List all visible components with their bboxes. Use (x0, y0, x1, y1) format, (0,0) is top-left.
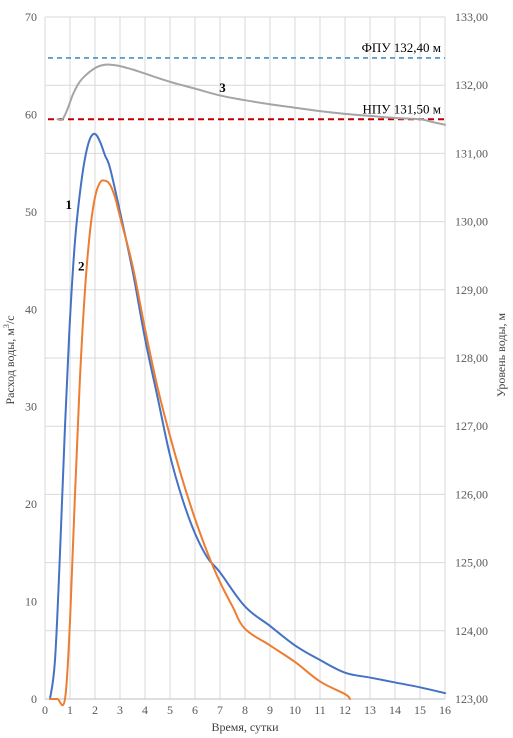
series-annotation-1: 1 (66, 197, 73, 212)
x-tick-label: 16 (439, 703, 451, 717)
y-right-tick-label: 129,00 (455, 283, 488, 297)
reference-lines: ФПУ 132,40 м НПУ 131,50 м (48, 40, 445, 121)
x-tick-label: 12 (339, 703, 351, 717)
y-right-tick-label: 124,00 (455, 624, 488, 638)
y-right-tick-label: 130,00 (455, 215, 488, 229)
y-axis-left-title: Расход воды, м3/с (2, 315, 17, 404)
y-left-tick-label: 70 (25, 10, 37, 24)
x-tick-label: 4 (142, 703, 148, 717)
y-right-tick-label: 133,00 (455, 10, 488, 24)
x-tick-label: 15 (414, 703, 426, 717)
x-tick-label: 14 (389, 703, 401, 717)
x-tick-label: 10 (289, 703, 301, 717)
x-tick-label: 8 (242, 703, 248, 717)
x-tick-label: 0 (42, 703, 48, 717)
series-line-1 (49, 132, 446, 700)
y-right-tick-label: 123,00 (455, 692, 488, 706)
reference-line-label: ФПУ 132,40 м (362, 40, 441, 55)
y-left-tick-label: 60 (25, 107, 37, 121)
y-left-tick-label: 0 (31, 692, 37, 706)
gridlines (44, 16, 446, 700)
series-annotation-2: 2 (78, 258, 85, 273)
y-right-tick-label: 126,00 (455, 487, 488, 501)
x-tick-label: 6 (192, 703, 198, 717)
y-right-tick-label: 132,00 (455, 78, 488, 92)
series-line-3 (56, 63, 446, 126)
y-left-tick-label: 50 (25, 205, 37, 219)
y-left-tick-label: 20 (25, 497, 37, 511)
x-tick-label: 1 (67, 703, 73, 717)
x-tick-label: 13 (364, 703, 376, 717)
reference-line-label: НПУ 131,50 м (363, 101, 441, 116)
y-left-tick-label: 40 (25, 302, 37, 316)
tick-labels: 0 1 2 3 4 5 6 7 8 9 10 11 12 13 14 15 16123,00124,00125,… (25, 10, 488, 717)
y-left-tick-label: 30 (25, 400, 37, 414)
x-tick-label: 3 (117, 703, 123, 717)
y-right-tick-label: 131,00 (455, 146, 488, 160)
x-tick-label: 7 (217, 703, 223, 717)
y-axis-left-title-suffix: /с (3, 315, 17, 324)
x-tick-label: 2 (92, 703, 98, 717)
x-tick-label: 9 (267, 703, 273, 717)
x-tick-label: 11 (314, 703, 326, 717)
series-lines (49, 63, 446, 707)
y-axis-right-title: Уровень воды, м (494, 312, 508, 397)
y-right-tick-label: 125,00 (455, 556, 488, 570)
y-axis-left-title-text: Расход воды, м (3, 328, 17, 405)
y-left-tick-label: 10 (25, 595, 37, 609)
y-right-tick-label: 127,00 (455, 419, 488, 433)
x-tick-label: 5 (167, 703, 173, 717)
y-right-tick-label: 128,00 (455, 351, 488, 365)
series-line-2 (49, 179, 351, 707)
x-axis-title: Время, сутки (211, 720, 279, 734)
y-axis-left-title-superscript: 3 (2, 324, 11, 328)
annotations: 1 2 3 (66, 80, 227, 273)
series-annotation-3: 3 (219, 80, 226, 95)
